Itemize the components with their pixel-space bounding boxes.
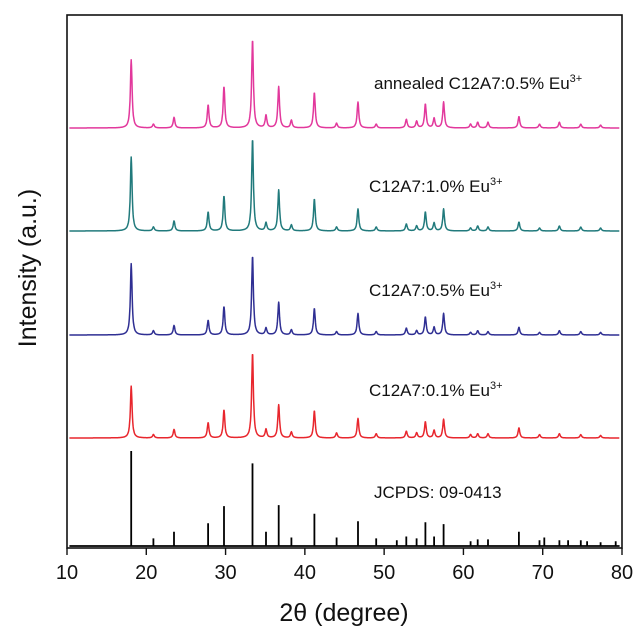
y-axis-title: Intensity (a.u.): [14, 189, 42, 347]
x-tick-label: 50: [373, 562, 395, 584]
series-trace: [68, 40, 620, 129]
x-ticks-group: 10 20 30 40 50 60 70 80: [56, 548, 633, 584]
traces-group: [68, 40, 620, 547]
series-trace: [69, 451, 620, 547]
series-label: C12A7:0.5% Eu3+: [369, 280, 503, 300]
series-label: C12A7:0.1% Eu3+: [369, 380, 503, 400]
x-tick-label: 10: [56, 562, 78, 584]
x-axis-title: 2θ (degree): [279, 599, 408, 627]
series-label: annealed C12A7:0.5% Eu3+: [374, 73, 582, 93]
series-trace: [68, 256, 620, 336]
x-tick-label: 20: [135, 562, 157, 584]
x-tick-label: 40: [294, 562, 316, 584]
series-labels-group: JCPDS: 09-0413 C12A7:0.1% Eu3+ C12A7:0.5% …: [369, 73, 582, 502]
series-label: JCPDS: 09-0413: [374, 483, 502, 502]
x-tick-label: 70: [532, 562, 554, 584]
series-trace: [68, 354, 620, 439]
series-trace: [68, 140, 620, 232]
plot-frame: [66, 14, 623, 549]
x-tick-label: 60: [452, 562, 474, 584]
x-tick-label: 80: [611, 562, 633, 584]
series-label: C12A7:1.0% Eu3+: [369, 176, 503, 196]
x-tick-label: 30: [214, 562, 236, 584]
